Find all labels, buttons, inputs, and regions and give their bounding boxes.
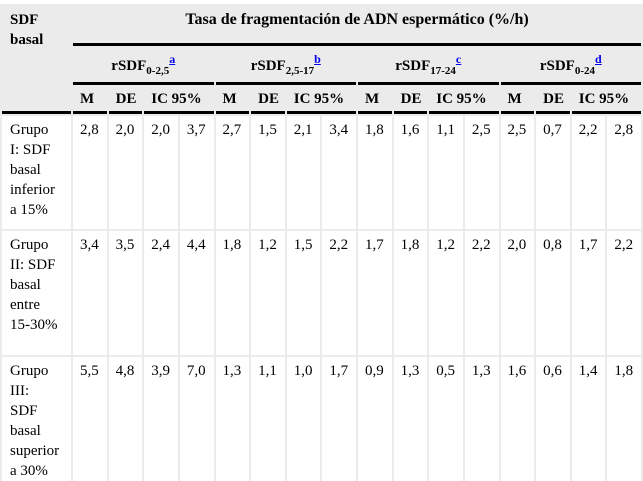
data-cell: 3,5 xyxy=(108,231,143,355)
data-cell: 1,2 xyxy=(429,231,463,355)
data-cell: 1,7 xyxy=(571,231,606,355)
data-cell: 1,1 xyxy=(429,116,463,229)
data-cell: 2,4 xyxy=(144,231,178,355)
stat-header-de: DE xyxy=(108,87,143,114)
stat-header-m: M xyxy=(358,87,392,114)
group-base: rSDF xyxy=(539,58,575,74)
group-subscript: 0-2,5 xyxy=(146,65,170,77)
data-cell: 1,6 xyxy=(500,357,535,481)
data-cell: 2,2 xyxy=(464,231,499,355)
stat-header-m: M xyxy=(73,87,107,114)
header-row-stats: M DE IC 95% M DE IC 95% M DE IC 95% M DE… xyxy=(2,87,641,114)
row-label: Grupo III: SDF basal superior a 30% xyxy=(2,357,71,481)
row-label: Grupo I: SDF basal inferior a 15% xyxy=(2,116,71,229)
data-cell: 3,9 xyxy=(144,357,178,481)
data-cell: 0,9 xyxy=(358,357,392,481)
data-cell: 1,7 xyxy=(358,231,392,355)
data-cell: 1,2 xyxy=(251,231,285,355)
stat-header-ic95: IC 95% xyxy=(144,87,214,114)
data-cell: 2,2 xyxy=(322,231,356,355)
footnote-link-d[interactable]: d xyxy=(594,52,602,66)
table-row-grupo-3: Grupo III: SDF basal superior a 30% 5,5 … xyxy=(2,357,641,481)
data-cell: 2,7 xyxy=(215,116,250,229)
data-cell: 2,2 xyxy=(607,231,641,355)
data-cell: 3,7 xyxy=(179,116,214,229)
footnote-link-a[interactable]: a xyxy=(169,52,176,66)
data-cell: 2,8 xyxy=(607,116,641,229)
stat-header-m: M xyxy=(500,87,535,114)
stat-header-de: DE xyxy=(251,87,285,114)
data-cell: 1,6 xyxy=(393,116,428,229)
group-base: rSDF xyxy=(250,58,286,74)
data-cell: 3,4 xyxy=(322,116,356,229)
data-cell: 1,5 xyxy=(251,116,285,229)
data-cell: 2,8 xyxy=(73,116,107,229)
group-base: rSDF xyxy=(111,58,147,74)
data-cell: 2,1 xyxy=(286,116,321,229)
data-cell: 1,8 xyxy=(393,231,428,355)
data-cell: 2,5 xyxy=(464,116,499,229)
data-cell: 0,8 xyxy=(536,231,570,355)
data-cell: 4,4 xyxy=(179,231,214,355)
stat-header-m: M xyxy=(215,87,250,114)
corner-header: SDF basal xyxy=(2,6,71,114)
data-cell: 0,7 xyxy=(536,116,570,229)
header-row-title: SDF basal Tasa de fragmentación de ADN e… xyxy=(2,6,641,114)
data-cell: 2,0 xyxy=(144,116,178,229)
data-cell: 1,3 xyxy=(464,357,499,481)
group-base: rSDF xyxy=(395,58,431,74)
group-header-rsdf-0-24: rSDF0-24d xyxy=(500,48,641,85)
stat-header-de: DE xyxy=(536,87,570,114)
data-cell: 3,4 xyxy=(73,231,107,355)
data-cell: 2,2 xyxy=(571,116,606,229)
data-cell: 1,8 xyxy=(607,357,641,481)
row-label: Grupo II: SDF basal entre 15-30% xyxy=(2,231,71,355)
data-cell: 1,4 xyxy=(571,357,606,481)
data-cell: 1,0 xyxy=(286,357,321,481)
group-subscript: 0-24 xyxy=(574,65,595,77)
stat-header-ic95: IC 95% xyxy=(286,87,356,114)
data-cell: 4,8 xyxy=(108,357,143,481)
group-header-rsdf-17-24: rSDF17-24c xyxy=(358,48,499,85)
data-cell: 5,5 xyxy=(73,357,107,481)
group-subscript: 17-24 xyxy=(430,65,456,77)
data-cell: 1,3 xyxy=(215,357,250,481)
data-cell: 1,8 xyxy=(358,116,392,229)
data-cell: 1,1 xyxy=(251,357,285,481)
data-cell: 2,0 xyxy=(108,116,143,229)
group-subscript: 2,5-17 xyxy=(285,65,315,77)
data-cell: 1,8 xyxy=(215,231,250,355)
data-cell: 1,7 xyxy=(322,357,356,481)
table-row-grupo-2: Grupo II: SDF basal entre 15-30% 3,4 3,5… xyxy=(2,231,641,355)
data-cell: 7,0 xyxy=(179,357,214,481)
table-row-grupo-1: Grupo I: SDF basal inferior a 15% 2,8 2,… xyxy=(2,116,641,229)
fragmentation-table: SDF basal Tasa de fragmentación de ADN e… xyxy=(0,4,643,481)
table-title: Tasa de fragmentación de ADN espermático… xyxy=(73,6,641,46)
data-cell: 2,0 xyxy=(500,231,535,355)
data-cell: 1,5 xyxy=(286,231,321,355)
header-row-groups: rSDF0-2,5a rSDF2,5-17b rSDF17-24c rSDF0-… xyxy=(2,48,641,85)
stat-header-de: DE xyxy=(393,87,428,114)
data-cell: 0,5 xyxy=(429,357,463,481)
data-cell: 2,5 xyxy=(500,116,535,229)
stat-header-ic95: IC 95% xyxy=(429,87,499,114)
data-cell: 0,6 xyxy=(536,357,570,481)
stat-header-ic95: IC 95% xyxy=(571,87,641,114)
group-header-rsdf-2-5-17: rSDF2,5-17b xyxy=(215,48,356,85)
footnote-link-b[interactable]: b xyxy=(314,52,321,66)
footnote-link-c[interactable]: c xyxy=(455,52,462,66)
group-header-rsdf-0-2-5: rSDF0-2,5a xyxy=(73,48,214,85)
data-cell: 1,3 xyxy=(393,357,428,481)
